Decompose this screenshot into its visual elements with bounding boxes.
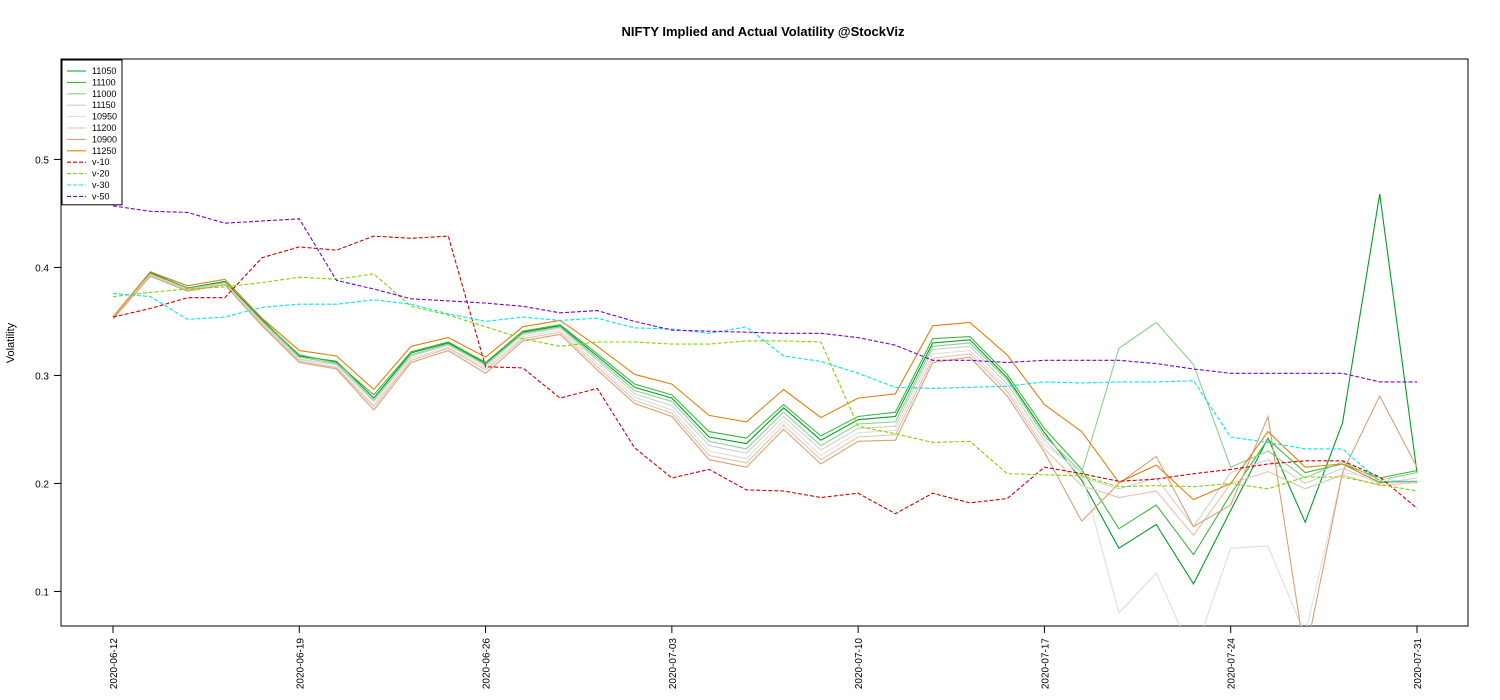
legend-label: 11200 [92, 123, 116, 133]
y-axis-label: Volatility [5, 322, 17, 363]
legend-label: v-20 [92, 169, 110, 179]
x-tick-label: 2020-06-12 [109, 638, 120, 690]
legend-label: v-30 [92, 180, 110, 190]
chart-title: NIFTY Implied and Actual Volatility @Sto… [621, 24, 905, 39]
x-axis: 2020-06-12 2020-06-19 2020-06-26 2020-07-03… [109, 626, 1424, 689]
y-tick-label: 0.4 [35, 263, 49, 274]
legend-label: 11000 [92, 89, 116, 99]
series-line-11200 [112, 275, 1418, 537]
series-line-v-20 [112, 273, 1418, 492]
series-line-10900 [112, 275, 1418, 626]
series-line-v-10 [112, 235, 1418, 515]
legend-label: 11150 [92, 100, 116, 110]
series-line-11050 [112, 193, 1418, 586]
plot-frame [60, 58, 1469, 627]
y-tick-label: 0.2 [35, 479, 49, 490]
y-tick-label: 0.1 [35, 587, 49, 598]
x-tick-label: 2020-07-10 [854, 638, 865, 690]
series-line-11250 [112, 271, 1418, 501]
series-line-10950 [112, 274, 1418, 626]
x-tick-label: 2020-07-17 [1040, 638, 1051, 690]
legend-label: v-10 [92, 157, 110, 167]
legend-label: 10900 [92, 134, 117, 144]
legend-label: 11250 [92, 146, 116, 156]
series-line-11150 [112, 274, 1418, 528]
x-tick-label: 2020-07-31 [1413, 638, 1424, 690]
y-tick-label: 0.3 [35, 371, 49, 382]
series-line-11000 [112, 273, 1418, 481]
legend-label: v-50 [92, 191, 110, 201]
x-tick-label: 2020-07-03 [668, 638, 679, 690]
x-tick-label: 2020-07-24 [1227, 638, 1238, 690]
series-line-v-50 [112, 205, 1417, 383]
series-line-v-30 [112, 292, 1417, 482]
legend-label: 11100 [92, 77, 116, 87]
series-line-11100 [112, 273, 1418, 556]
series-layer [112, 193, 1418, 626]
y-axis: 0.1 0.2 0.3 0.4 0.5 [35, 155, 61, 598]
x-tick-label: 2020-06-26 [482, 638, 493, 690]
legend-box [61, 59, 123, 206]
legend-label: 11050 [92, 66, 116, 76]
legend-label: 10950 [92, 112, 117, 122]
y-tick-label: 0.5 [35, 155, 49, 166]
x-tick-label: 2020-06-19 [295, 638, 306, 690]
